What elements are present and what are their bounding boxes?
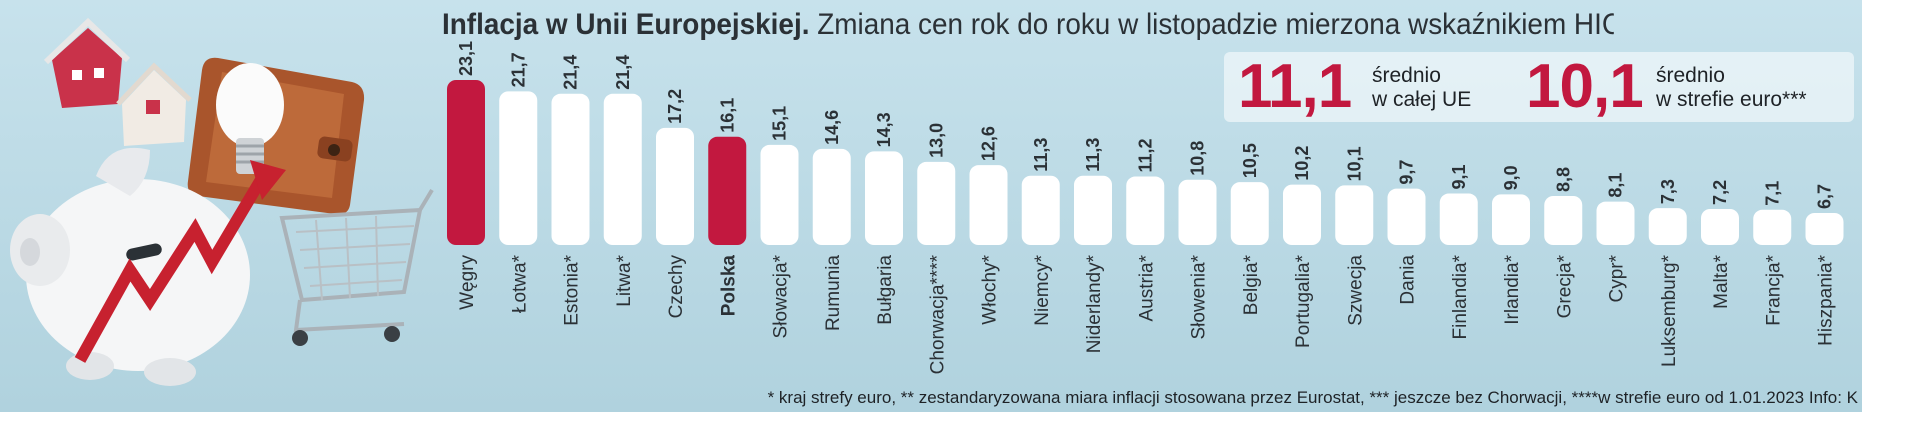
- bar-23: [1648, 208, 1687, 245]
- value-label-10: 12,6: [979, 126, 999, 161]
- value-label-14: 10,8: [1188, 141, 1208, 176]
- value-label-12: 11,3: [1083, 138, 1103, 172]
- category-label-13: Austria*: [1136, 254, 1157, 321]
- value-label-13: 11,2: [1135, 138, 1155, 172]
- value-label-19: 9,1: [1449, 165, 1469, 190]
- bar-4: [656, 127, 694, 245]
- house-small-icon: [116, 62, 192, 146]
- value-label-11: 11,3: [1031, 138, 1051, 172]
- category-label-26: Hiszpania*: [1816, 254, 1837, 345]
- value-label-5: 16,1: [717, 98, 737, 133]
- category-label-19: Finlandia*: [1450, 254, 1471, 339]
- value-label-8: 14,3: [874, 112, 894, 147]
- bar-12: [1074, 175, 1112, 245]
- bar-1: [499, 91, 538, 245]
- value-label-26: 6,7: [1815, 184, 1835, 209]
- bar-21: [1544, 195, 1583, 245]
- chart-subtitle: Zmiana cen rok do roku w listopadzie mie…: [817, 8, 1614, 41]
- value-label-15: 10,5: [1240, 143, 1260, 178]
- house-icon: [43, 17, 131, 108]
- bar-17: [1335, 185, 1374, 245]
- value-label-2: 21,4: [561, 55, 581, 90]
- bar-16: [1283, 184, 1321, 245]
- category-label-10: Włochy*: [980, 254, 1001, 324]
- bar-18: [1387, 188, 1426, 245]
- chart-title: Inflacja w Unii Europejskiej. Zmiana cen…: [442, 8, 1614, 42]
- category-label-9: Chorwacja****: [927, 254, 948, 374]
- bar-15: [1230, 182, 1269, 245]
- euro-average-label-2: w strefie euro***: [1656, 88, 1807, 111]
- value-label-25: 7,1: [1762, 181, 1782, 206]
- category-label-7: Rumunia: [823, 255, 844, 331]
- value-label-22: 8,1: [1606, 173, 1626, 198]
- category-label-6: Słowacja*: [771, 254, 792, 338]
- value-label-9: 13,0: [926, 123, 946, 158]
- category-label-1: Łotwa*: [509, 254, 530, 313]
- category-label-20: Irlandia*: [1502, 254, 1523, 324]
- category-label-24: Malta*: [1711, 254, 1732, 308]
- bar-5: [708, 136, 747, 245]
- category-label-15: Belgia*: [1241, 254, 1262, 315]
- value-label-24: 7,2: [1710, 180, 1730, 205]
- value-label-21: 8,8: [1553, 167, 1573, 192]
- bar-13: [1126, 176, 1165, 245]
- category-label-2: Estonia*: [562, 254, 583, 325]
- category-label-5: Polska: [718, 255, 739, 317]
- savings-illustration: [10, 17, 434, 386]
- chart-title-bold: Inflacja w Unii Europejskiej.: [442, 8, 810, 41]
- averages-box: 11,1 średnio w całej UE 10,1 średnio w s…: [1224, 52, 1854, 122]
- category-label-21: Grecja*: [1554, 254, 1575, 318]
- bar-8: [865, 151, 903, 245]
- value-label-3: 21,4: [613, 55, 633, 90]
- value-label-1: 21,7: [508, 52, 528, 87]
- category-label-4: Czechy: [666, 255, 687, 319]
- category-label-14: Słowenia*: [1189, 254, 1210, 339]
- eu-average-label-2: w całej UE: [1372, 88, 1472, 111]
- category-label-12: Niderlandy*: [1084, 254, 1105, 353]
- value-label-7: 14,6: [822, 110, 842, 145]
- value-label-17: 10,1: [1344, 146, 1364, 181]
- eu-average-label-1: średnio: [1372, 64, 1441, 87]
- bar-7: [812, 148, 851, 245]
- category-label-16: Portugalia*: [1293, 254, 1314, 348]
- euro-average-value: 10,1: [1526, 52, 1644, 121]
- bar-9: [917, 161, 956, 245]
- bar-0: [447, 80, 485, 245]
- bar-26: [1805, 213, 1844, 245]
- infographic-panel: Inflacja w Unii Europejskiej. Zmiana cen…: [0, 0, 1862, 412]
- category-label-11: Niemcy*: [1032, 254, 1053, 325]
- bar-14: [1178, 179, 1217, 245]
- bar-10: [969, 165, 1008, 245]
- bar-19: [1439, 193, 1478, 245]
- bar-20: [1492, 194, 1530, 245]
- value-label-6: 15,1: [770, 106, 790, 141]
- bar-24: [1701, 208, 1739, 245]
- bar-22: [1596, 201, 1635, 245]
- inflation-bar-chart: 23,1 Węgry 21,7 Łotwa* 21,4 Estonia* 21,4 Litwa…: [447, 40, 1844, 375]
- category-label-18: Dania: [1398, 255, 1419, 305]
- euro-average-label-1: średnio: [1656, 64, 1725, 87]
- value-label-20: 9,0: [1501, 165, 1521, 190]
- value-label-18: 9,7: [1397, 160, 1417, 185]
- bar-6: [760, 144, 799, 245]
- eu-average-value: 11,1: [1238, 52, 1352, 121]
- value-label-0: 23,1: [456, 41, 476, 76]
- footnote: * kraj strefy euro, ** zestandaryzowana …: [767, 388, 1858, 407]
- shopping-cart-icon: [279, 188, 434, 346]
- bar-25: [1753, 209, 1792, 245]
- value-label-4: 17,2: [665, 89, 685, 124]
- category-label-17: Szwecja: [1345, 255, 1366, 326]
- category-label-0: Węgry: [457, 255, 478, 310]
- category-label-25: Francja*: [1763, 254, 1784, 325]
- bar-3: [603, 93, 642, 245]
- bar-11: [1021, 175, 1060, 245]
- value-label-23: 7,3: [1658, 179, 1678, 204]
- trend-arrow-icon: [74, 160, 286, 363]
- value-label-16: 10,2: [1292, 146, 1312, 181]
- bar-2: [551, 93, 590, 245]
- category-label-8: Bułgaria: [875, 255, 896, 325]
- category-label-22: Cypr*: [1607, 254, 1628, 302]
- category-label-23: Luksemburg*: [1659, 254, 1680, 367]
- category-label-3: Litwa*: [614, 254, 635, 306]
